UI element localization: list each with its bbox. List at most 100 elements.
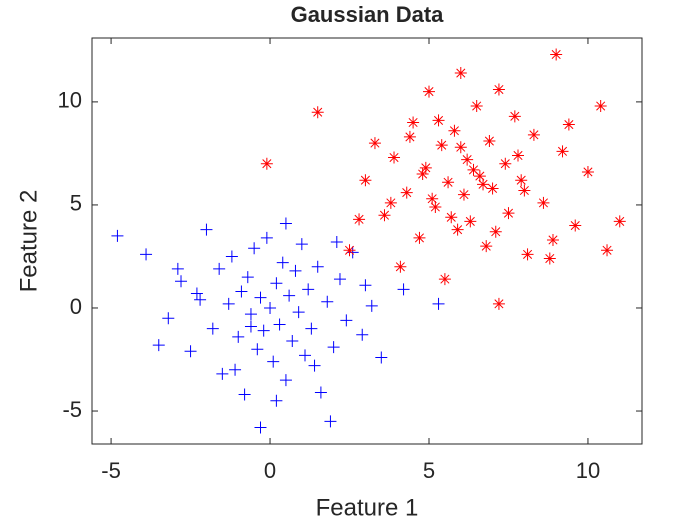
scatter-point: [429, 200, 442, 213]
scatter-point: [270, 394, 283, 407]
scatter-point: [480, 240, 493, 253]
scatter-point: [445, 211, 458, 224]
scatter-point: [384, 196, 397, 209]
scatter-point: [489, 225, 502, 238]
scatter-point: [470, 100, 483, 113]
scatter-point: [171, 262, 184, 275]
scatter-point: [394, 260, 407, 273]
scatter-point: [388, 151, 401, 164]
scatter-point: [308, 359, 321, 372]
scatter-point: [299, 349, 312, 362]
scatter-point: [244, 320, 257, 333]
y-tick-label: 5: [70, 191, 82, 216]
scatter-point: [264, 301, 277, 314]
scatter-point: [502, 207, 515, 220]
scatter-point: [581, 165, 594, 178]
scatter-point: [375, 351, 388, 364]
scatter-point: [321, 295, 334, 308]
scatter-point: [311, 260, 324, 273]
scatter-point: [324, 415, 337, 428]
scatter-point: [254, 421, 267, 434]
scatter-point: [527, 128, 540, 141]
scatter-point: [340, 314, 353, 327]
y-axis-label: Feature 2: [15, 190, 42, 293]
scatter-point: [451, 223, 464, 236]
scatter-point: [515, 174, 528, 187]
scatter-point: [305, 322, 318, 335]
scatter-point: [190, 287, 203, 300]
scatter-point: [594, 100, 607, 113]
scatter-point: [518, 184, 531, 197]
scatter-point: [222, 297, 235, 310]
scatter-point: [279, 374, 292, 387]
scatter-point: [400, 186, 413, 199]
scatter-point: [543, 252, 556, 265]
scatter-point: [407, 116, 420, 129]
scatter-point: [492, 297, 505, 310]
scatter-point: [413, 231, 426, 244]
scatter-point: [521, 248, 534, 261]
scatter-point: [486, 182, 499, 195]
scatter-point: [562, 118, 575, 131]
y-tick-label: 0: [70, 294, 82, 319]
scatter-point: [184, 345, 197, 358]
scatter-point: [273, 318, 286, 331]
scatter-point: [248, 242, 261, 255]
scatter-point: [286, 334, 299, 347]
scatter-point: [257, 324, 270, 337]
scatter-point: [442, 176, 455, 189]
scatter-point: [295, 238, 308, 251]
scatter-point: [254, 291, 267, 304]
scatter-point: [499, 157, 512, 170]
scatter-point: [448, 124, 461, 137]
scatter-point: [508, 110, 521, 123]
scatter-point: [426, 192, 439, 205]
scatter-point: [251, 343, 264, 356]
scatter-point: [467, 163, 480, 176]
scatter-point: [232, 330, 245, 343]
scatter-point: [200, 223, 213, 236]
scatter-point: [152, 339, 165, 352]
scatter-point: [241, 271, 254, 284]
scatter-point: [346, 246, 359, 259]
scatter-point: [438, 273, 451, 286]
scatter-point: [333, 273, 346, 286]
scatter-point: [477, 178, 490, 191]
scatter-point: [512, 149, 525, 162]
x-tick-label: 10: [576, 458, 600, 483]
scatter-point: [289, 264, 302, 277]
scatter-point: [140, 248, 153, 261]
scatter-point: [435, 139, 448, 152]
scatter-point: [279, 217, 292, 230]
scatter-point: [483, 135, 496, 148]
scatter-point: [311, 106, 324, 119]
scatter-point: [175, 275, 188, 288]
scatter-point: [457, 188, 470, 201]
scatter-point: [378, 209, 391, 222]
scatter-point: [343, 244, 356, 257]
scatter-point: [111, 229, 124, 242]
scatter-point: [330, 236, 343, 249]
scatter-point: [397, 283, 410, 296]
scatter-point: [419, 161, 432, 174]
y-tick-label: 10: [58, 88, 82, 113]
scatter-point: [359, 279, 372, 292]
scatter-point: [454, 141, 467, 154]
scatter-point: [432, 297, 445, 310]
scatter-point: [225, 250, 238, 263]
scatter-point: [194, 293, 207, 306]
scatter-point: [270, 277, 283, 290]
scatter-point: [473, 170, 486, 183]
scatter-point: [267, 355, 280, 368]
x-tick-label: -5: [101, 458, 121, 483]
scatter-point: [260, 231, 273, 244]
scatter-point: [422, 85, 435, 98]
scatter-point: [601, 244, 614, 257]
chart-title: Gaussian Data: [291, 2, 445, 27]
scatter-point: [359, 174, 372, 187]
scatter-point: [356, 328, 369, 341]
scatter-point: [206, 322, 219, 335]
scatter-point: [162, 312, 175, 325]
x-tick-label: 5: [423, 458, 435, 483]
